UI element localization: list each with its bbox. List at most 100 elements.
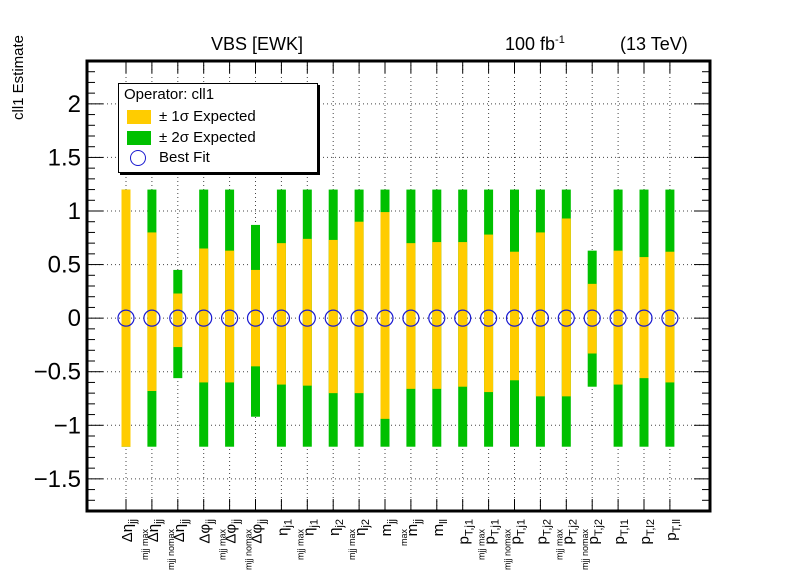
x-tick-label-sub: jj (205, 519, 217, 525)
x-tick-label-sup: mjj max (140, 529, 150, 560)
best-fit-marker (298, 309, 316, 327)
best-fit-marker (531, 309, 550, 327)
one-sigma-band (639, 257, 649, 379)
x-tick-label-base: Δη (145, 524, 162, 542)
x-tick-label-text: Δφjj (223, 519, 243, 544)
x-tick-label-base: η (274, 528, 291, 536)
x-tick-label-sub: jj (257, 519, 269, 525)
x-tick-label: pT,j2 (533, 519, 553, 544)
x-tick-label-sub: jj (179, 519, 191, 525)
x-tick-label-base: Δη (119, 524, 136, 542)
legend-marker-best-fit (130, 150, 146, 166)
x-tick-label-base: p (533, 536, 550, 544)
x-tick-label-sup: mjj nomax (244, 529, 254, 571)
luminosity-exponent: -1 (555, 34, 565, 46)
y-tick-label: 0.5 (48, 252, 81, 279)
best-fit-marker (195, 309, 213, 327)
x-tick-label-sub: j1 (282, 519, 294, 529)
x-tick-label-text: Δφjj (249, 519, 269, 544)
one-sigma-band (199, 248, 209, 383)
one-sigma-band (147, 232, 157, 391)
one-sigma-band (432, 242, 442, 389)
energy-label: (13 TeV) (620, 34, 688, 54)
x-tick-label-base: Δφ (249, 524, 266, 544)
x-tick-label-text: mjj (404, 519, 424, 536)
luminosity-label: 100 fb-1 (505, 34, 565, 55)
x-tick-label-text: ηj2 (326, 519, 346, 536)
x-tick-label: mjj (378, 519, 398, 536)
one-sigma-band (406, 243, 416, 389)
x-tick-label-sup: mjj max (295, 529, 305, 560)
x-tick-label: pT,l2 (637, 519, 657, 544)
x-tick-label-base: η (300, 528, 317, 536)
legend-title: Operator: cll1 (124, 86, 215, 103)
y-tick-label: 1.5 (48, 144, 81, 171)
best-fit-marker (557, 309, 575, 327)
x-tick-label-sub: ll (438, 519, 450, 524)
x-tick-label-base: p (585, 536, 602, 544)
x-tick-label-base: m (378, 524, 395, 537)
x-tick-label: ηj2 (326, 519, 346, 536)
best-fit-marker (324, 309, 342, 327)
x-tick-label-sup: mjj max (218, 529, 228, 560)
process-title: VBS [EWK] (211, 34, 304, 54)
best-fit-marker (635, 309, 653, 327)
one-sigma-band (561, 218, 571, 397)
x-tick-label-base: p (508, 536, 525, 544)
x-tick-label-base: p (482, 536, 499, 544)
x-tick-label-sup: mjj max (554, 529, 564, 560)
x-tick-label-text: Δηjj (145, 519, 165, 542)
one-sigma-band (380, 212, 390, 419)
one-sigma-band (173, 293, 183, 348)
x-tick-label-sub: j1 (308, 519, 320, 529)
x-tick-label-sup: mjj nomax (503, 529, 513, 571)
x-tick-label-text: pT,j2 (533, 519, 553, 544)
x-tick-label-text: Δηjj (119, 519, 139, 542)
x-tick-label-base: m (430, 524, 447, 537)
one-sigma-band (251, 269, 260, 367)
x-tick-label-sup: max (399, 529, 409, 547)
one-sigma-band (587, 283, 597, 354)
x-tick-label-sup: mjj max (477, 529, 487, 560)
x-tick-label-sub: j2 (334, 519, 346, 529)
legend-swatch-two-sigma (127, 131, 151, 145)
x-tick-label-text: pT,j2 (585, 519, 605, 544)
one-sigma-band (458, 242, 468, 387)
best-fit-marker (428, 309, 446, 327)
x-tick-label: pT,ll (663, 519, 683, 541)
x-tick-label-base: p (663, 532, 680, 540)
x-tick-label: Δφjj (197, 519, 217, 544)
one-sigma-band (510, 251, 519, 381)
x-tick-label-base: η (326, 528, 343, 536)
x-tick-label-text: mll (430, 519, 450, 536)
x-tick-label-sub: T,j2 (593, 519, 605, 536)
best-fit-marker (221, 309, 239, 327)
y-tick-label: −1.5 (34, 466, 81, 493)
x-tick-label-sub: T,ll (671, 519, 683, 532)
x-tick-label: Δηjj (119, 519, 139, 542)
x-tick-label: ηj1 (274, 519, 294, 536)
x-tick-label-text: ηj1 (300, 519, 320, 536)
x-tick-label-base: p (637, 536, 654, 544)
x-tick-label-sub: T,j2 (567, 519, 579, 536)
best-fit-marker (169, 309, 187, 327)
x-tick-label-text: ηj2 (352, 519, 372, 536)
x-tick-label-text: Δφjj (197, 519, 217, 544)
x-tick-label: mll (430, 519, 450, 536)
x-tick-label-base: m (404, 524, 421, 537)
x-tick-label-text: pT,l2 (637, 519, 657, 544)
x-tick-label-sub: T,j1 (516, 519, 528, 536)
x-tick-label: pT,j1 (456, 519, 476, 544)
best-fit-marker (272, 309, 290, 327)
x-tick-label-sub: j2 (360, 519, 372, 529)
x-tick-label-base: p (456, 536, 473, 544)
x-tick-label-base: Δη (171, 524, 188, 542)
best-fit-marker (583, 309, 601, 327)
